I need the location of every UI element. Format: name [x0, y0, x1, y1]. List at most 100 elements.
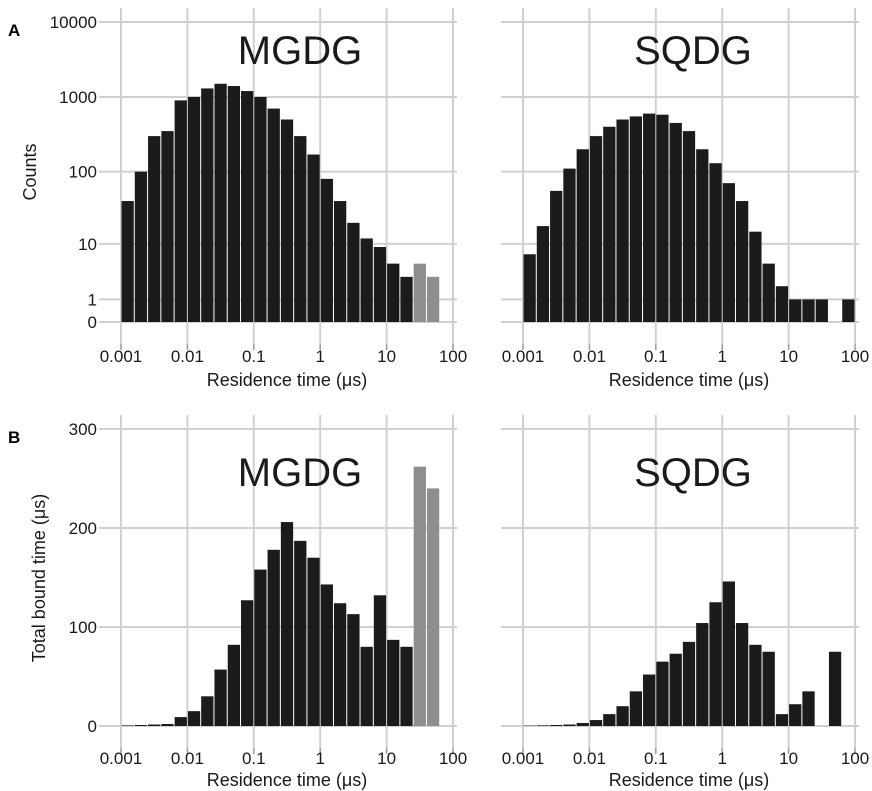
bar: 124: [334, 603, 346, 726]
bars: 0.511.5291530578212715817820618717014312…: [122, 467, 440, 726]
bar: 40: [122, 201, 134, 322]
x-tick-label: 100: [439, 749, 467, 768]
bar: 85: [683, 642, 695, 726]
bar: 9: [374, 247, 386, 322]
bar: 80: [361, 647, 373, 726]
bar: 1200: [241, 91, 253, 322]
bar: 1500: [214, 84, 226, 322]
x-tick-label: 0.001: [100, 347, 143, 366]
bar: 300: [148, 136, 160, 322]
bar: 1: [802, 299, 814, 322]
y-axis-label: Total bound time (μs): [29, 494, 49, 662]
x-tick-label: 0.01: [171, 347, 204, 366]
bar: 500: [616, 120, 628, 322]
bar: 70: [723, 183, 735, 322]
x-tick-labels: 0.001 0.01 0.1 1 10 100: [502, 344, 869, 366]
y-tick-label: 100: [69, 618, 97, 637]
bar: 110: [563, 169, 575, 322]
panel-letter-a: A: [8, 21, 20, 40]
bar: 113: [347, 614, 359, 726]
x-axis-label: Residence time (μs): [207, 370, 367, 390]
bar: 18: [537, 226, 549, 322]
bar-highlight: 262: [414, 467, 426, 726]
bar: 178: [268, 550, 280, 726]
y-tick-labels: 0 100 200 300: [69, 420, 97, 736]
x-tick-labels: 0.001 0.01 0.1 1 10 100: [100, 748, 467, 768]
bar: 350: [161, 131, 173, 322]
bar: 500: [281, 120, 293, 322]
bar: 170: [307, 558, 319, 726]
bar: 1: [816, 299, 828, 322]
bar: 3: [577, 723, 589, 726]
bars: 0.30.611.5361220355265738510412514610482…: [524, 581, 842, 726]
panel-title: SQDG: [634, 451, 752, 495]
x-tick-label: 0.001: [502, 749, 545, 768]
x-tick-label: 100: [841, 749, 869, 768]
x-tick-label: 0.1: [242, 749, 266, 768]
bars: 4010030035090010001300150014001200100070…: [122, 84, 440, 322]
bar: 1: [842, 299, 854, 322]
bar: 7: [524, 254, 536, 322]
bar: 580: [656, 115, 668, 322]
bar: 550: [630, 116, 642, 322]
bar: 0.6: [537, 725, 549, 726]
bar-highlight: 240: [427, 488, 439, 726]
x-tick-label: 1: [717, 347, 726, 366]
bar: 2: [161, 724, 173, 726]
x-tick-label: 10: [779, 749, 798, 768]
bar: 73: [670, 654, 682, 726]
x-tick-label: 0.1: [644, 749, 668, 768]
bar: 57: [214, 670, 226, 726]
bar: 15: [749, 232, 761, 322]
bar: 143: [321, 584, 333, 726]
bar: 22: [789, 704, 801, 726]
panel-title: MGDG: [238, 29, 362, 73]
bars: 7185511020030040050055060058045035020013…: [524, 114, 855, 322]
bar: 5: [387, 264, 399, 322]
bar-highlight: 3: [427, 277, 439, 322]
x-tick-label: 0.001: [100, 749, 143, 768]
bar: 700: [268, 109, 280, 322]
bar: 52: [643, 675, 655, 726]
bar: 1: [550, 725, 562, 726]
bar: 132: [374, 595, 386, 726]
bar: 1: [135, 725, 147, 726]
bar: 200: [696, 149, 708, 322]
bar: 170: [307, 155, 319, 322]
x-tick-label: 1: [717, 749, 726, 768]
bar: 65: [656, 662, 668, 726]
bar: 40: [334, 201, 346, 322]
x-tick-labels: 0.001 0.01 0.1 1 10 100: [100, 344, 467, 366]
x-axis-label: Residence time (μs): [207, 770, 367, 790]
bar: 187: [294, 541, 306, 726]
bar: 2: [776, 286, 788, 322]
bar: 1000: [188, 97, 200, 322]
bar: 130: [709, 163, 721, 322]
bar: 1: [789, 299, 801, 322]
x-tick-label: 10: [779, 347, 798, 366]
bar: 40: [736, 201, 748, 322]
bar: 200: [577, 149, 589, 322]
bar: 900: [175, 100, 187, 322]
bar: 600: [643, 114, 655, 322]
x-tick-label: 0.1: [242, 347, 266, 366]
bar: 1000: [254, 97, 266, 322]
bar: 35: [630, 691, 642, 726]
bar: 35: [802, 691, 814, 726]
bar: 12: [361, 238, 373, 322]
x-tick-label: 0.01: [573, 347, 606, 366]
bar: 9: [175, 717, 187, 726]
bar: 1300: [201, 88, 213, 322]
y-tick-label: 0: [88, 313, 97, 332]
y-tick-label: 1: [88, 290, 97, 309]
bar: 300: [294, 136, 306, 322]
bar: 127: [241, 600, 253, 726]
bar: 20: [616, 706, 628, 726]
bar: 104: [696, 623, 708, 726]
bar: 12: [776, 714, 788, 726]
bar: 100: [135, 172, 147, 322]
x-tick-label: 10: [377, 749, 396, 768]
bar: 400: [603, 127, 615, 322]
bar: 6: [590, 720, 602, 726]
panel-letter-b: B: [8, 428, 20, 447]
